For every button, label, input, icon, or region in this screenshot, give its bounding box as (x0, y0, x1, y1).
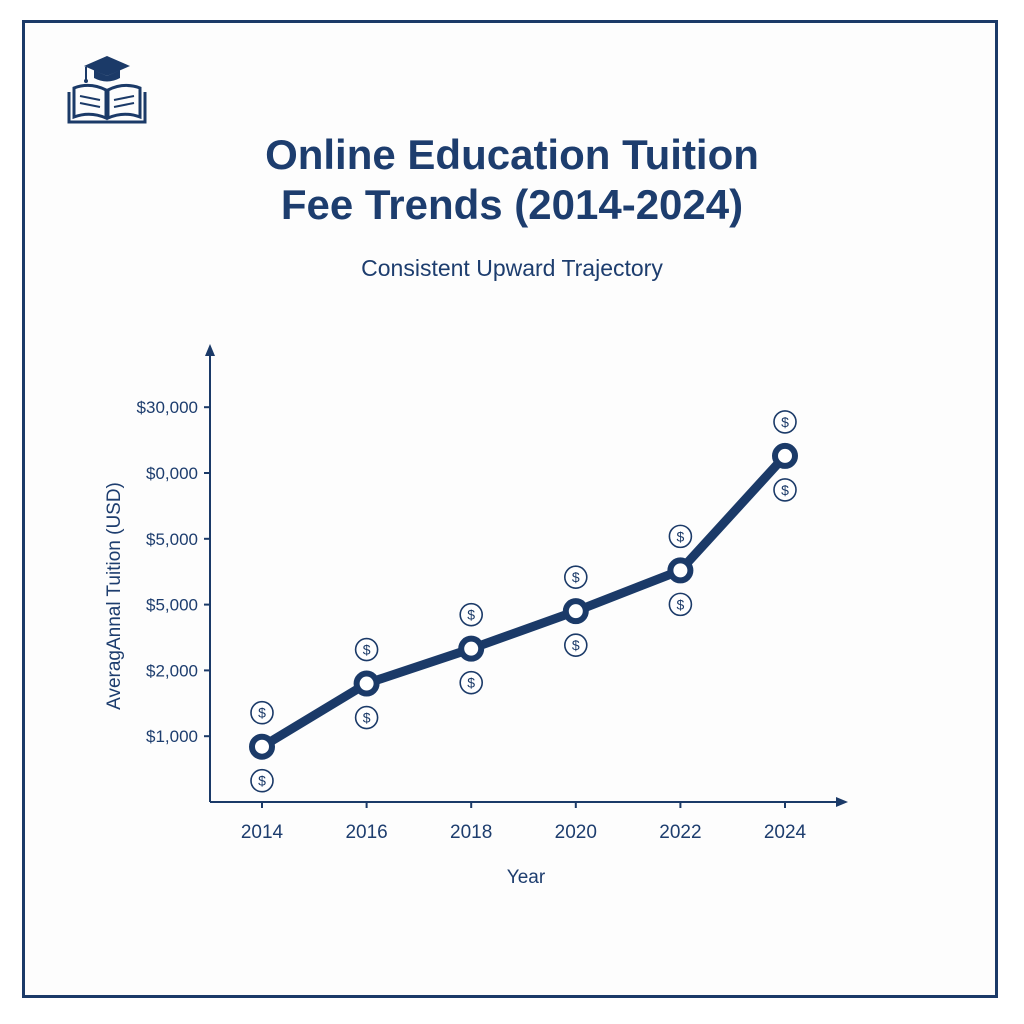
chart-frame (22, 20, 998, 998)
dollar-coin-icon-above: $ (563, 565, 588, 589)
x-tick-label: 2020 (555, 822, 597, 843)
coin-circle (459, 602, 484, 627)
x-axis-label: Year (507, 867, 546, 888)
coin-symbol: $ (363, 710, 371, 726)
coin-circle (563, 633, 588, 657)
coin-circle (354, 705, 379, 730)
coin-symbol: $ (677, 596, 685, 612)
chart-title: Online Education Tuition Fee Trends (201… (0, 130, 1024, 230)
chart-title-line-2: Fee Trends (2014-2024) (280, 181, 744, 228)
y-tick-label: $5,000 (146, 530, 198, 549)
coin-circle (250, 700, 274, 725)
y-tick-label: $0,000 (146, 464, 198, 483)
x-tick-label: 2018 (450, 822, 492, 843)
coin-symbol: $ (677, 528, 685, 544)
data-point (667, 557, 694, 584)
dollar-coin-icon-below: $ (354, 705, 379, 730)
chart-subtitle: Consistent Upward Trajectory (361, 255, 663, 281)
coin-circle (250, 768, 274, 793)
y-tick-label: $30,000 (137, 398, 198, 417)
dollar-coin-icon-above: $ (250, 700, 274, 725)
coin-symbol: $ (467, 675, 475, 691)
dollar-coin-icon-below: $ (563, 633, 588, 657)
data-point (562, 598, 589, 625)
x-tick-label: 2016 (345, 822, 387, 843)
coin-symbol: $ (781, 414, 789, 430)
chart-title-line-1: Online Education Tuition (265, 131, 759, 178)
coin-symbol: $ (258, 773, 266, 789)
coin-circle (773, 410, 797, 434)
coin-symbol: $ (467, 607, 475, 623)
data-point (249, 733, 275, 760)
dollar-coin-icon-above: $ (773, 410, 797, 434)
chart-series: $ $ $ $ $ $ $ $ $ $ $ $ (249, 410, 798, 793)
dollar-coin-icon-below: $ (459, 670, 484, 695)
y-axis-label: AveragAnnal Tuition (USD) (104, 482, 125, 710)
chart-axes (205, 344, 848, 807)
dollar-coin-icon-above: $ (459, 602, 484, 627)
dollar-coin-icon-below: $ (773, 478, 797, 502)
data-point (772, 442, 798, 469)
coin-circle (773, 478, 797, 502)
coin-circle (354, 637, 379, 662)
dollar-coin-icon-above: $ (668, 524, 693, 549)
y-axis-arrow (205, 344, 215, 356)
dollar-coin-icon-above: $ (354, 637, 379, 662)
coin-circle (459, 670, 484, 695)
coin-circle (668, 592, 693, 617)
data-point (458, 635, 485, 662)
y-tick-label: $1,000 (146, 727, 198, 746)
series-line (257, 451, 790, 752)
dollar-coin-icon-below: $ (250, 768, 274, 793)
x-tick-label: 2022 (659, 822, 701, 843)
coin-symbol: $ (572, 569, 580, 585)
y-tick-label: $2,000 (146, 661, 198, 680)
coin-circle (668, 524, 693, 549)
x-axis-arrow (836, 797, 848, 807)
graduation-cap-book-icon (67, 56, 147, 124)
chart-ticks: $1,000 $2,000 $5,000 $5,000 $0,000 $30,000 201… (137, 398, 807, 843)
coin-circle (563, 565, 588, 589)
coin-symbol: $ (572, 637, 580, 653)
coin-symbol: $ (363, 642, 371, 658)
x-tick-label: 2024 (764, 822, 807, 843)
coin-symbol: $ (258, 705, 266, 721)
y-tick-label: $5,000 (146, 596, 198, 615)
data-point (353, 670, 380, 697)
dollar-coin-icon-below: $ (668, 592, 693, 617)
x-tick-label: 2014 (241, 822, 284, 843)
coin-symbol: $ (781, 482, 789, 498)
